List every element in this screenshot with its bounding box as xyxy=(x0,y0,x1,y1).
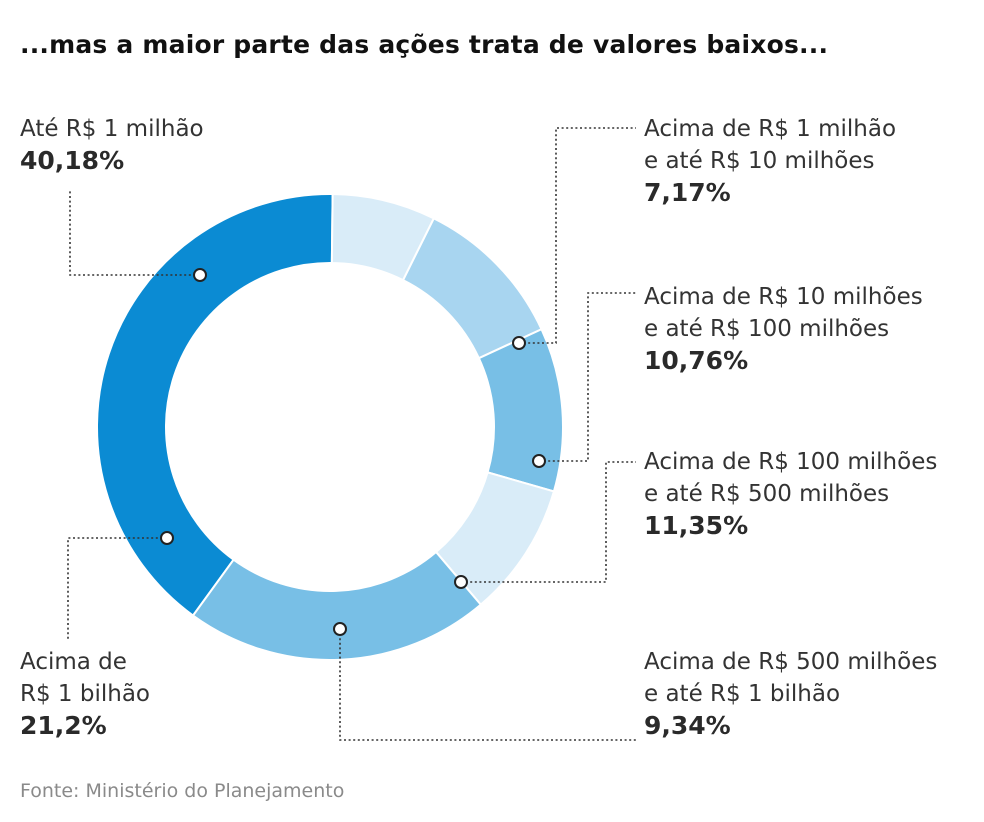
slice-marker-4 xyxy=(333,622,347,636)
slice-label-text: e até R$ 100 milhões xyxy=(644,316,890,342)
donut-slice-5 xyxy=(191,550,483,661)
slice-label-1: Acima de R$ 1 milhão e até R$ 10 milhões 7… xyxy=(644,113,896,209)
leader-line-5 xyxy=(67,537,167,640)
slice-marker-0 xyxy=(193,268,207,282)
source-note: Fonte: Ministério do Planejamento xyxy=(20,780,345,802)
slice-value-label: 21,2% xyxy=(20,711,107,740)
slice-marker-1 xyxy=(512,336,526,350)
slice-marker-5 xyxy=(160,531,174,545)
donut-slice-0 xyxy=(96,193,334,617)
slice-label-4: Acima de R$ 500 milhões e até R$ 1 bilhão… xyxy=(644,646,937,742)
donut-slice-3 xyxy=(477,327,564,493)
slice-label-text: R$ 1 bilhão xyxy=(20,681,150,707)
slice-value-label: 9,34% xyxy=(644,711,731,740)
leader-line-0 xyxy=(69,190,200,276)
leader-lines xyxy=(67,127,636,741)
slice-value-label: 40,18% xyxy=(20,146,125,175)
slice-value-label: 7,17% xyxy=(644,178,731,207)
slice-markers xyxy=(160,268,546,636)
slice-marker-2 xyxy=(532,454,546,468)
slice-label-text: Acima de R$ 10 milhões xyxy=(644,284,923,310)
slice-label-text: e até R$ 10 milhões xyxy=(644,148,875,174)
slice-label-3: Acima de R$ 100 milhões e até R$ 500 milh… xyxy=(644,446,937,542)
chart-title: ...mas a maior parte das ações trata de … xyxy=(20,30,829,59)
slice-label-text: e até R$ 500 milhões xyxy=(644,481,890,507)
leader-line-2 xyxy=(539,292,636,462)
slice-value-label: 11,35% xyxy=(644,511,749,540)
slice-label-text: e até R$ 1 bilhão xyxy=(644,681,841,707)
slice-marker-3 xyxy=(454,575,468,589)
leader-line-1 xyxy=(519,127,636,344)
slice-label-text: Até R$ 1 milhão xyxy=(20,116,204,142)
slice-label-text: Acima de R$ 1 milhão xyxy=(644,116,897,142)
leader-line-4 xyxy=(339,629,636,741)
slice-label-2: Acima de R$ 10 milhões e até R$ 100 milhõ… xyxy=(644,281,923,377)
slice-label-text: Acima de R$ 500 milhões xyxy=(644,649,938,675)
slice-value-label: 10,76% xyxy=(644,346,749,375)
slice-label-text: Acima de R$ 100 milhões xyxy=(644,449,938,475)
slice-label-text: Acima de xyxy=(20,649,127,675)
slice-label-0: Até R$ 1 milhão 40,18% xyxy=(20,113,204,177)
donut-slices xyxy=(96,193,564,661)
slice-label-5: Acima de R$ 1 bilhão 21,2% xyxy=(20,646,150,742)
